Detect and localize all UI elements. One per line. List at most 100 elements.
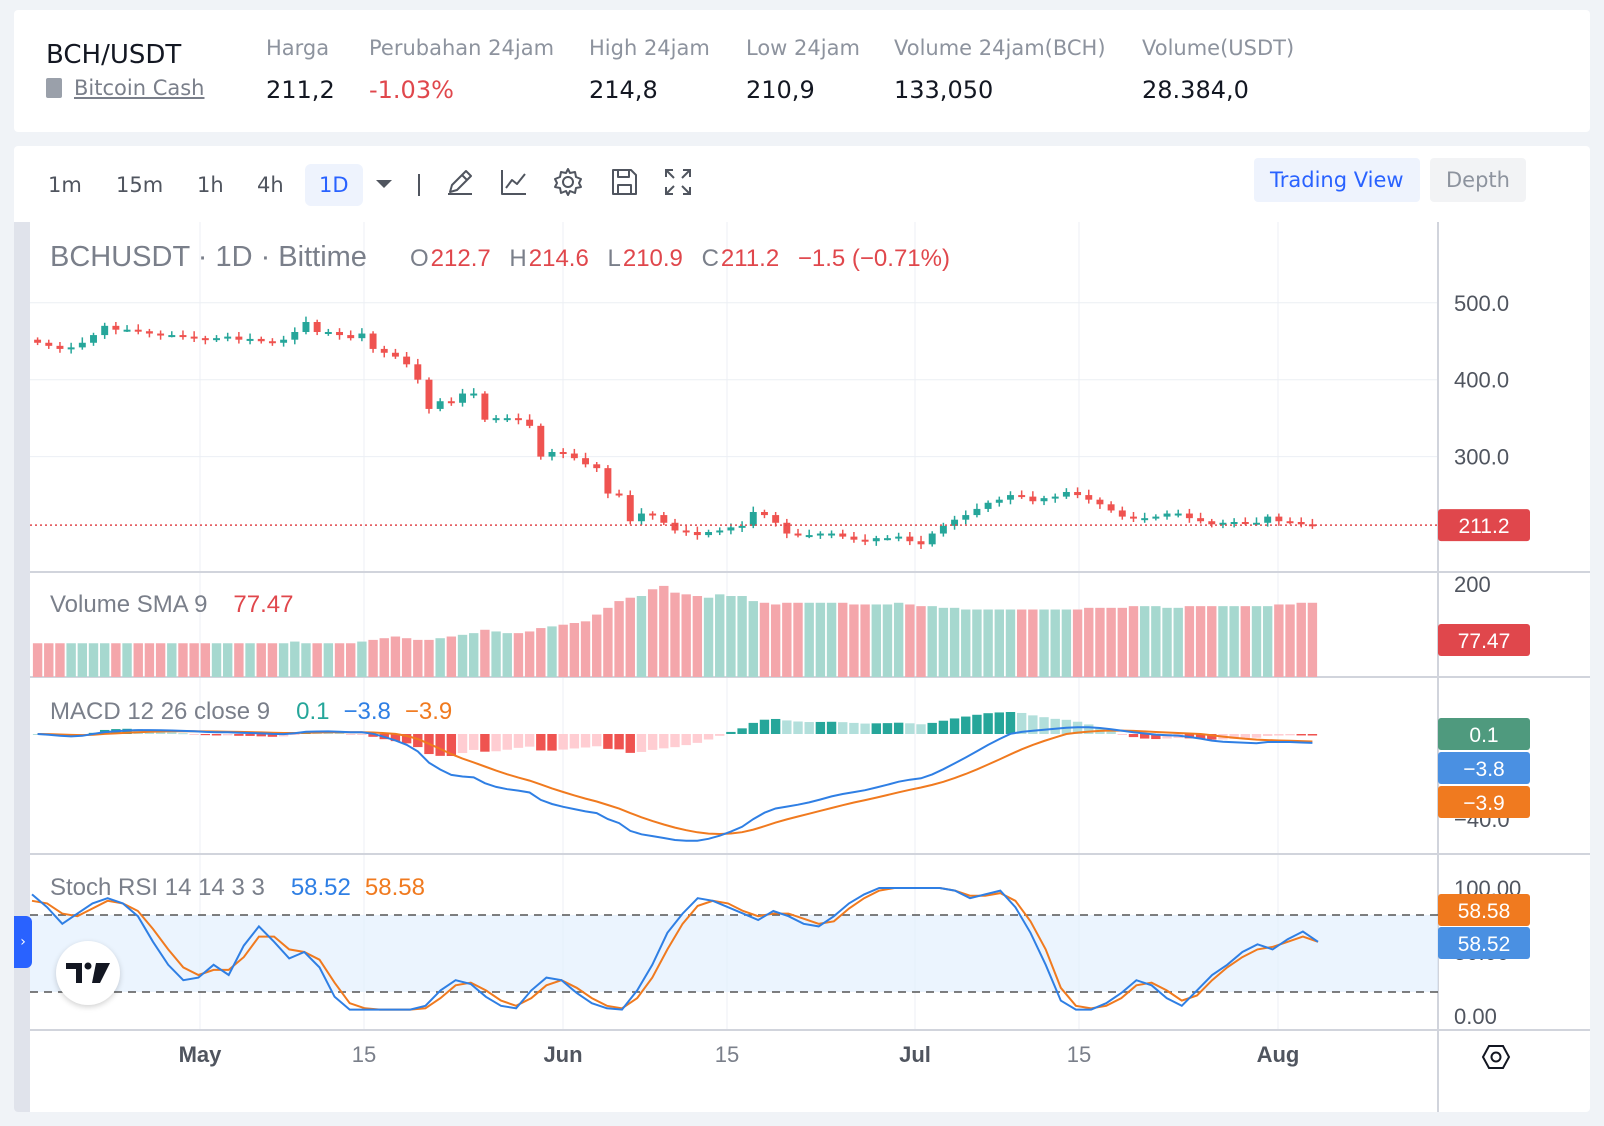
candle-body bbox=[693, 532, 701, 536]
volume-bar bbox=[66, 643, 76, 677]
macd-histogram-bar bbox=[983, 713, 993, 734]
candle-body bbox=[727, 527, 735, 531]
timeframe-15m[interactable]: 15m bbox=[116, 173, 164, 197]
macd-legend-signal: −3.9 bbox=[405, 698, 452, 725]
candle-body bbox=[1118, 510, 1126, 517]
x-axis: May 15 Jun 15 Jul 15 Aug bbox=[179, 1042, 1300, 1067]
chart-settings-icon[interactable] bbox=[1481, 1045, 1511, 1069]
stoch-k-tag: 58.52 bbox=[1438, 927, 1530, 959]
timeframe-1h[interactable]: 1h bbox=[197, 173, 224, 197]
macd-histogram-bar bbox=[826, 721, 837, 734]
tradingview-logo[interactable] bbox=[56, 941, 120, 1005]
macd-histogram-bar bbox=[782, 720, 792, 734]
macd-histogram-bar bbox=[670, 734, 680, 748]
volume-bar bbox=[726, 596, 736, 677]
candle-body bbox=[1264, 516, 1272, 523]
macd-histogram-bar bbox=[659, 734, 669, 749]
volume-bar bbox=[603, 607, 613, 677]
macd-histogram-bar bbox=[189, 734, 199, 735]
macd-histogram-bar bbox=[491, 734, 501, 752]
save-icon[interactable] bbox=[608, 166, 640, 198]
macd-histogram-bar bbox=[480, 734, 490, 752]
legend-high: 214.6 bbox=[529, 245, 589, 272]
price-chart[interactable]: BCHUSDT · 1D · Bittime O212.7 H214.6 L21… bbox=[14, 222, 1590, 1112]
macd-histogram-bar bbox=[1285, 734, 1295, 736]
gear-icon[interactable] bbox=[552, 166, 584, 198]
stat-value: -1.03% bbox=[369, 76, 454, 104]
macd-histogram-bar bbox=[200, 734, 211, 736]
macd-histogram-bar bbox=[703, 734, 714, 740]
candle-body bbox=[526, 419, 534, 426]
macd-histogram-bar bbox=[469, 734, 479, 750]
volume-legend: Volume SMA 9 77.47 bbox=[50, 591, 293, 618]
pencil-icon[interactable] bbox=[444, 166, 476, 198]
candle-body bbox=[436, 401, 444, 409]
x-tick-label: Jun bbox=[543, 1042, 582, 1067]
volume-bar bbox=[1240, 606, 1251, 677]
candle-body bbox=[716, 530, 724, 533]
legend-symbol: BCHUSDT bbox=[50, 241, 190, 273]
macd-hist-tag-text: 0.1 bbox=[1469, 724, 1498, 747]
macd-histogram-bar bbox=[681, 734, 691, 746]
candle-body bbox=[995, 499, 1003, 503]
legend-c-label: C bbox=[702, 245, 719, 272]
depth-button[interactable]: Depth bbox=[1430, 158, 1526, 202]
volume-bar bbox=[1095, 607, 1105, 677]
macd-histogram-bar bbox=[547, 734, 557, 751]
macd-histogram-bar bbox=[972, 714, 982, 734]
candle-body bbox=[895, 536, 903, 539]
timeframe-1m[interactable]: 1m bbox=[48, 173, 82, 197]
macd-histogram-bar bbox=[234, 734, 244, 736]
candle-body bbox=[1297, 522, 1305, 525]
chart-card: 1m 15m 1h 4h 1D Trading View Depth bbox=[14, 146, 1590, 1112]
volume-bar bbox=[782, 602, 792, 677]
legend-exchange: Bittime bbox=[278, 241, 367, 273]
fullscreen-icon[interactable] bbox=[662, 166, 694, 198]
candle-body bbox=[1062, 492, 1070, 497]
candle-body bbox=[190, 336, 198, 339]
volume-bar bbox=[838, 602, 848, 677]
macd-histogram-bar bbox=[1117, 734, 1128, 735]
candle-body bbox=[1029, 496, 1037, 502]
macd-histogram-bar bbox=[916, 724, 926, 734]
candle-body bbox=[1130, 516, 1137, 519]
volume-bar bbox=[916, 606, 926, 677]
macd-histogram-bar bbox=[614, 734, 624, 750]
candle-body bbox=[828, 533, 836, 536]
trading-view-button[interactable]: Trading View bbox=[1254, 158, 1420, 202]
volume-bar bbox=[301, 643, 311, 677]
candles bbox=[34, 316, 1316, 549]
macd-histogram-bar bbox=[513, 734, 524, 748]
candle-body bbox=[582, 458, 590, 465]
candle-body bbox=[101, 325, 109, 336]
macd-histogram-bar bbox=[770, 718, 781, 734]
macd-histogram-bar bbox=[860, 723, 870, 734]
macd-histogram-bar bbox=[524, 734, 535, 747]
volume-bar bbox=[647, 589, 658, 677]
candle-body bbox=[168, 335, 176, 338]
macd-histogram-bar bbox=[1039, 717, 1049, 734]
timeframe-1d[interactable]: 1D bbox=[305, 164, 363, 206]
x-tick-label: 15 bbox=[715, 1042, 739, 1067]
macd-hist-tag: 0.1 bbox=[1438, 718, 1530, 750]
candle-body bbox=[839, 533, 847, 537]
timeframe-4h[interactable]: 4h bbox=[257, 173, 284, 197]
stoch-band-fill bbox=[30, 915, 1438, 992]
macd-histogram-bar bbox=[804, 722, 814, 734]
side-panel-toggle[interactable]: › bbox=[14, 916, 32, 968]
indicator-icon[interactable] bbox=[498, 166, 530, 198]
macd-legend: MACD 12 26 close 9 0.1 −3.8 −3.9 bbox=[50, 698, 452, 725]
macd-histogram-bar bbox=[1128, 734, 1139, 738]
volume-bar bbox=[625, 597, 635, 677]
candle-body bbox=[123, 329, 131, 332]
volume-bar bbox=[1050, 609, 1060, 677]
macd-histogram-bar bbox=[715, 734, 725, 736]
candle-body bbox=[459, 393, 466, 403]
coin-name-link[interactable]: Bitcoin Cash bbox=[46, 76, 204, 100]
candle-body bbox=[682, 530, 690, 533]
chevron-down-icon[interactable] bbox=[372, 176, 396, 192]
candle-body bbox=[1241, 522, 1249, 524]
volume-bar bbox=[983, 609, 993, 677]
volume-bar bbox=[44, 643, 54, 677]
legend-dot-2: · bbox=[253, 241, 279, 273]
